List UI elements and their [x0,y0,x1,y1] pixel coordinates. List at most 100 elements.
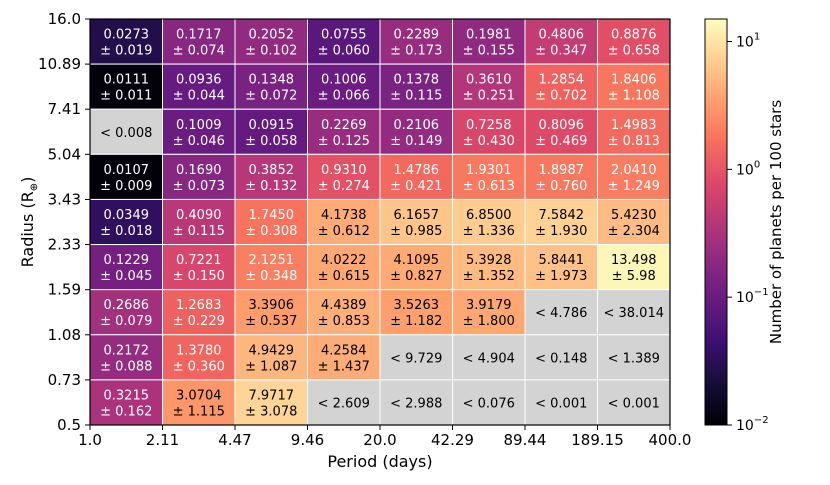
cell-error-label: ± 0.162 [100,404,152,419]
cell-value-label: 0.1690 [176,163,222,178]
cell-value-label: 0.2686 [104,298,150,313]
cell-error-label: ± 0.229 [173,314,225,329]
cell-error-label: ± 0.251 [463,89,515,104]
colorbar-tick-label: 10−1 [736,287,769,306]
cell-upper-limit-label: < 0.148 [535,351,587,366]
x-tick-label: 20.0 [363,431,396,449]
heatmap-cell [162,18,236,65]
cell-error-label: ± 0.019 [100,44,152,59]
cell-value-label: 0.0111 [104,73,150,88]
heatmap-cell [307,153,381,200]
cell-error-label: ± 0.827 [390,269,442,284]
cell-value-label: 1.4983 [611,118,657,133]
cell-value-label: 7.5842 [539,208,585,223]
cell-error-label: ± 0.102 [245,44,297,59]
cell-error-label: ± 5.98 [612,269,656,284]
cell-error-label: ± 0.044 [173,89,225,104]
cell-error-label: ± 0.149 [390,134,442,149]
heatmap-cell [379,379,453,426]
heatmap-cell [452,379,526,426]
x-tick-label: 2.11 [146,431,179,449]
heatmap-cell [234,108,308,155]
colorbar-tick-label: 101 [736,32,760,51]
cell-error-label: ± 0.018 [100,224,152,239]
cell-value-label: 0.0107 [104,163,150,178]
colorbar-tick-label: 10−2 [736,415,769,434]
cell-value-label: 0.8876 [611,28,657,43]
cell-value-label: 5.3928 [466,253,512,268]
heatmap-cell [307,63,381,110]
cell-error-label: ± 1.800 [463,314,515,329]
cell-error-label: ± 0.045 [100,269,152,284]
cell-error-label: ± 0.011 [100,89,152,104]
heatmap-cell [379,108,453,155]
heatmap-cell [379,289,453,336]
cell-value-label: 0.0755 [321,28,367,43]
x-axis-label: Period (days) [327,452,432,471]
cell-value-label: 0.2052 [249,28,295,43]
cell-value-label: 0.1981 [466,28,512,43]
heatmap-cell [234,379,308,426]
heatmap-cell [234,244,308,291]
cell-error-label: ± 1.437 [318,359,370,374]
cell-value-label: 0.1717 [176,28,222,43]
colorbar [704,18,728,426]
cell-value-label: 0.3610 [466,73,512,88]
heatmap-cell [162,379,236,426]
colorbar-label: Number of planets per 100 stars [767,100,785,344]
cell-error-label: ± 0.421 [390,179,442,194]
cell-value-label: 4.0222 [321,253,367,268]
x-tick-label: 400.0 [649,431,692,449]
heatmap-cell [307,108,381,155]
heatmap-cell [524,289,598,336]
cell-error-label: ± 0.360 [173,359,225,374]
y-tick-label: 0.5 [57,416,81,434]
heatmap-cell [234,289,308,336]
heatmap-cell [89,153,163,200]
cell-error-label: ± 0.430 [463,134,515,149]
cell-value-label: 0.7221 [176,253,222,268]
heatmap-cell [379,153,453,200]
cell-labels: 0.0273± 0.019 0.1717± 0.074 0.2052± 0.102 0… [100,28,664,420]
cell-error-label: ± 0.760 [535,179,587,194]
heatmap-cell [162,289,236,336]
cell-error-label: ± 0.348 [245,269,297,284]
cell-error-label: ± 1.115 [173,404,225,419]
cell-error-label: ± 0.115 [390,89,442,104]
cell-error-label: ± 0.155 [463,44,515,59]
cell-error-label: ± 1.336 [463,224,515,239]
cell-error-label: ± 0.613 [463,179,515,194]
cell-value-label: 5.8441 [539,253,585,268]
y-tick-label: 7.41 [48,100,81,118]
y-tick-label: 10.89 [38,55,81,73]
cell-error-label: ± 0.274 [318,179,370,194]
cell-error-label: ± 1.182 [390,314,442,329]
heatmap-cell [452,18,526,65]
y-tick-label: 1.59 [48,281,81,299]
cell-error-label: ± 1.249 [608,179,660,194]
colorbar-tick-label: 100 [736,159,760,178]
cell-error-label: ± 0.173 [390,44,442,59]
cell-error-label: ± 0.469 [535,134,587,149]
cell-error-label: ± 0.132 [245,179,297,194]
cell-value-label: 1.9301 [466,163,512,178]
heatmap-cell [524,244,598,291]
heatmap-cell [597,244,671,291]
cell-upper-limit-label: < 9.729 [390,351,442,366]
cell-value-label: 0.4806 [539,28,585,43]
heatmap-cell [524,198,598,246]
x-tick-label: 42.29 [431,431,474,449]
heatmap-cell [597,379,671,426]
cell-upper-limit-label: < 0.076 [463,396,515,411]
heatmap-cell [452,108,526,155]
heatmap-cell [234,153,308,200]
x-tick-label: 189.15 [571,431,624,449]
cell-value-label: 1.8987 [539,163,585,178]
cell-value-label: 0.2106 [394,118,440,133]
cell-error-label: ± 0.115 [173,224,225,239]
y-tick-label: 3.43 [48,190,81,208]
cell-error-label: ± 0.046 [173,134,225,149]
cell-error-label: ± 1.973 [535,269,587,284]
heatmap-cell [597,198,671,246]
